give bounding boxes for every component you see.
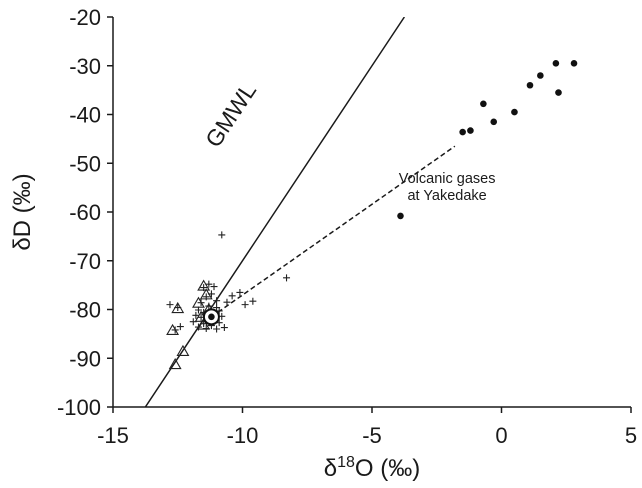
volcanic-gases-annotation: Volcanic gases at Yakedake xyxy=(399,171,496,204)
y-tick-label: -40 xyxy=(69,103,101,128)
plus-point xyxy=(249,297,257,305)
open-triangle-point xyxy=(171,301,185,314)
plus-point xyxy=(220,324,228,332)
open-triangle-point xyxy=(176,344,190,356)
chart-labels: δ18O (‰) δD (‰) GMWL Volcanic gases at Yaked… xyxy=(9,78,495,482)
filled-circle-point xyxy=(526,81,534,89)
filled-circle-point xyxy=(552,60,560,67)
gmwl-line xyxy=(144,17,405,407)
plus-point xyxy=(213,297,221,305)
x-tick-label: -5 xyxy=(362,423,382,448)
filled-circle-point xyxy=(570,60,578,67)
filled-circle-point xyxy=(555,89,562,96)
circled-dot-center xyxy=(208,313,215,321)
plus-point xyxy=(205,280,213,288)
x-tick-label: -10 xyxy=(227,423,259,448)
open-triangle-point xyxy=(199,288,213,300)
y-tick-label: -70 xyxy=(69,249,101,274)
plus-point xyxy=(236,288,244,296)
filled-circle-point xyxy=(490,118,498,126)
open-triangle-point xyxy=(192,296,205,308)
filled-circle-point xyxy=(537,72,544,79)
plus-point xyxy=(218,231,226,239)
y-tick-label: -60 xyxy=(69,200,101,225)
plus-point xyxy=(213,325,221,333)
y-tick-label: -50 xyxy=(69,151,101,176)
reference-lines xyxy=(144,17,456,407)
x-tick-label: 5 xyxy=(625,423,637,448)
plus-point xyxy=(210,283,218,291)
y-tick-label: -90 xyxy=(69,346,101,371)
plus-point xyxy=(166,301,174,309)
plus-point xyxy=(192,311,200,319)
filled-circle-point xyxy=(467,127,474,134)
axes: -15 -10 -5 0 5-100-90-80-70-60-50-40-30-20 xyxy=(57,5,637,448)
open-triangle-point xyxy=(168,357,182,370)
y-tick-label: -100 xyxy=(57,395,101,420)
y-tick-label: -20 xyxy=(69,5,101,30)
gmwl-label: GMWL xyxy=(200,78,261,152)
open-triangle-point xyxy=(197,318,211,330)
plus-point xyxy=(283,274,291,282)
volcanic-mixing-line xyxy=(210,145,456,318)
y-tick-label: -30 xyxy=(69,54,101,79)
plus-point xyxy=(228,292,236,300)
filled-circle-point xyxy=(397,212,404,220)
y-axis-title: δD (‰) xyxy=(9,173,36,250)
open-triangle-point xyxy=(197,279,211,291)
x-axis-title: δ18O (‰) xyxy=(324,454,420,482)
data-points xyxy=(166,60,578,370)
filled-circle-point xyxy=(459,128,466,136)
y-tick-label: -80 xyxy=(69,298,101,323)
plus-point xyxy=(223,298,231,306)
x-tick-label: 0 xyxy=(495,423,507,448)
plus-point xyxy=(176,323,184,331)
filled-circle-point xyxy=(511,108,518,116)
x-tick-label: -15 xyxy=(97,423,129,448)
open-triangle-point xyxy=(166,323,180,336)
filled-circle-point xyxy=(480,100,487,108)
plus-point xyxy=(241,301,249,309)
